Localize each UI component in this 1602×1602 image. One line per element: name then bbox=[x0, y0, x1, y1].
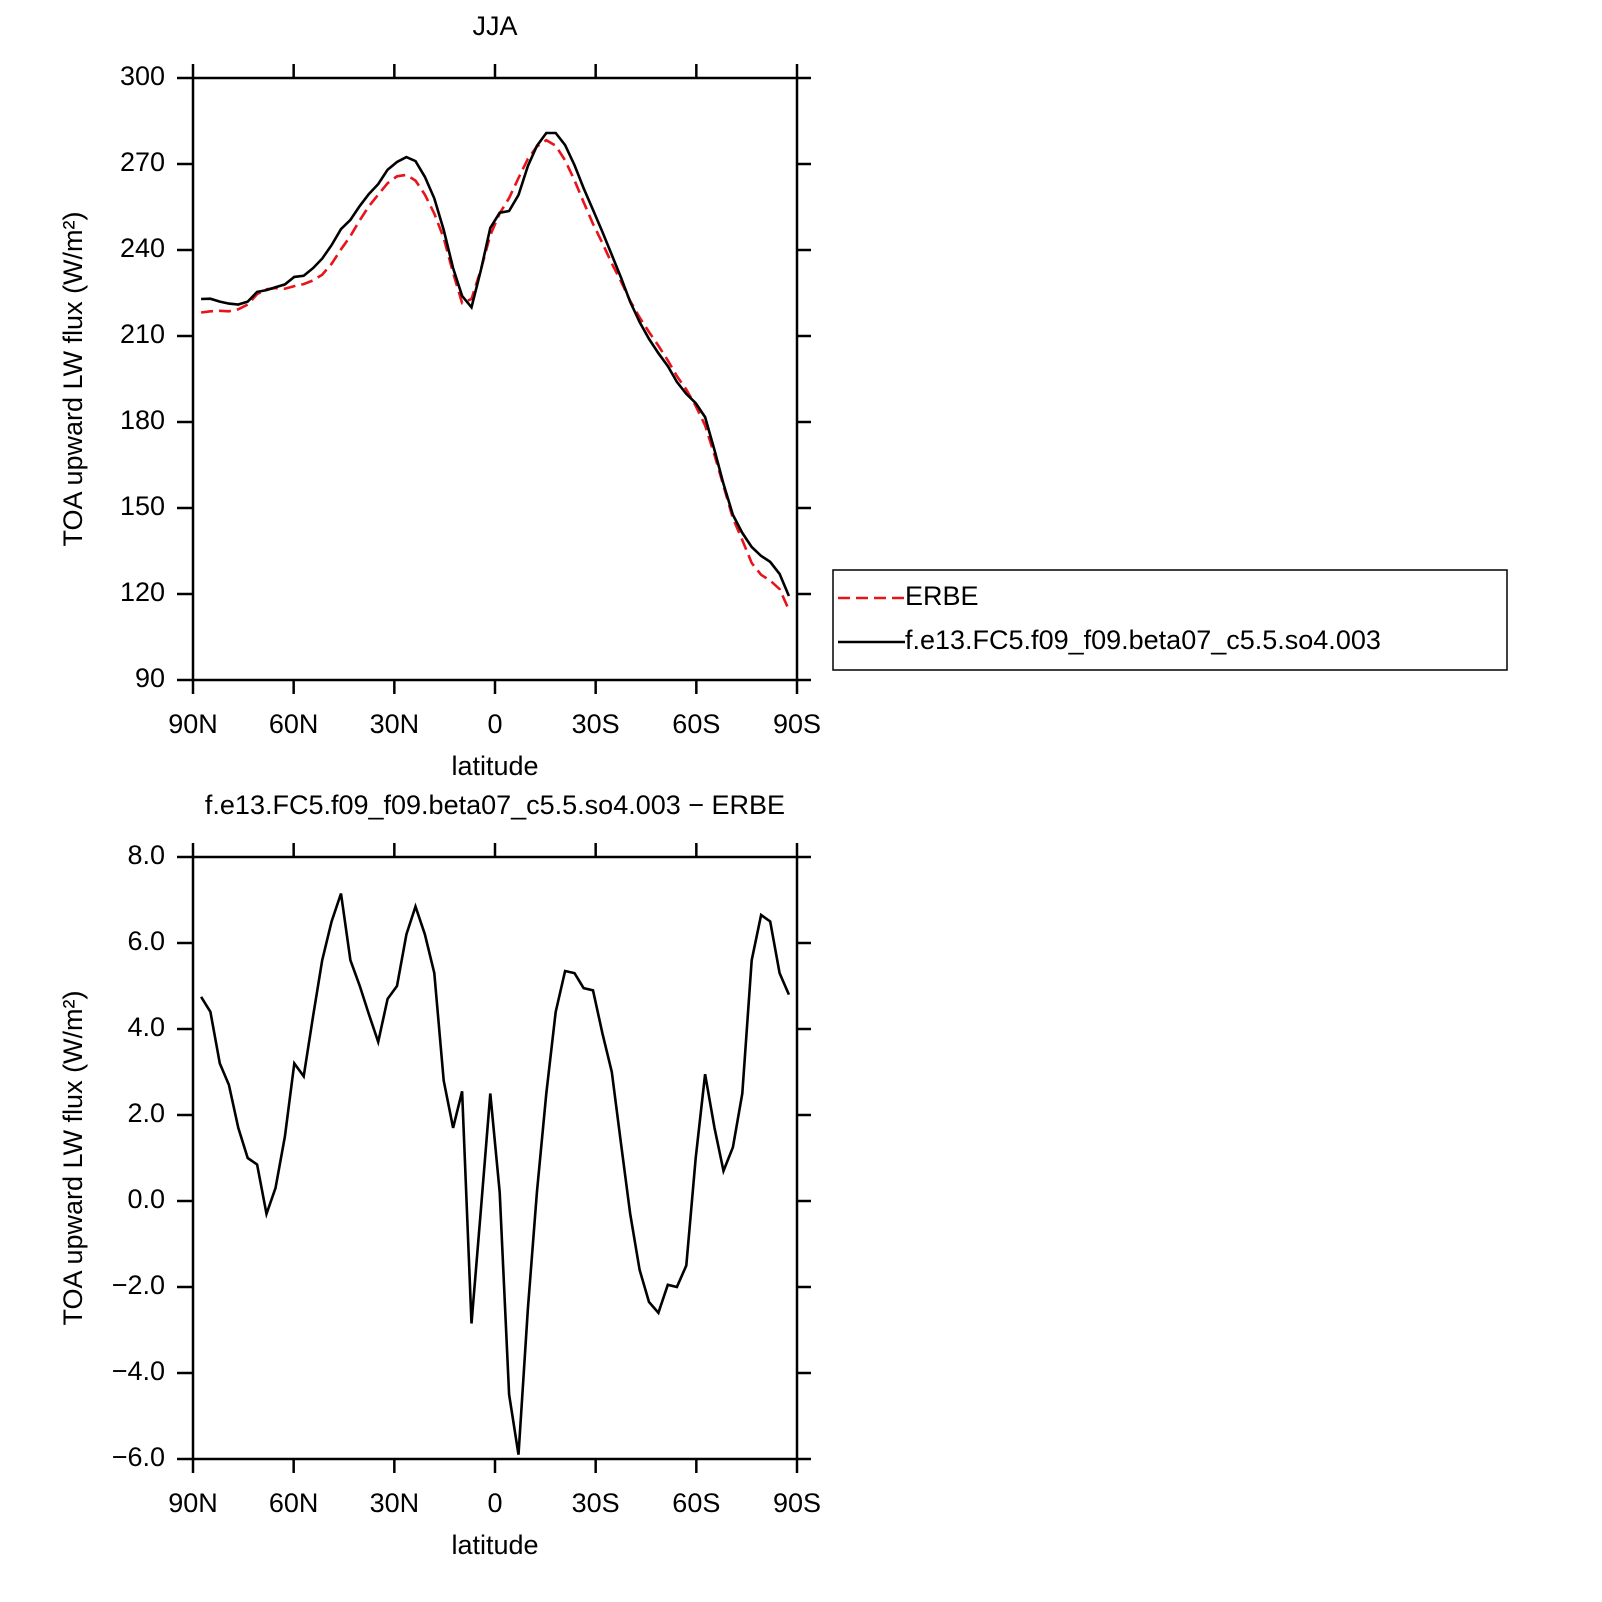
x-axis-label: latitude bbox=[451, 1530, 538, 1560]
y-tick-label: 150 bbox=[120, 491, 165, 521]
y-axis-label: TOA upward LW flux (W/m²) bbox=[58, 990, 88, 1325]
y-tick-label: −4.0 bbox=[112, 1356, 165, 1386]
y-tick-label: 6.0 bbox=[127, 926, 165, 956]
legend-label: f.e13.FC5.f09_f09.beta07_c5.5.so4.003 bbox=[905, 625, 1381, 655]
y-tick-label: 0.0 bbox=[127, 1184, 165, 1214]
y-axis-label: TOA upward LW flux (W/m²) bbox=[58, 211, 88, 546]
y-tick-label: 2.0 bbox=[127, 1098, 165, 1128]
y-tick-label: 120 bbox=[120, 577, 165, 607]
y-tick-label: 8.0 bbox=[127, 840, 165, 870]
data-line bbox=[200, 138, 791, 611]
x-tick-label: 60S bbox=[672, 709, 720, 739]
y-tick-label: −2.0 bbox=[112, 1270, 165, 1300]
chart-title: f.e13.FC5.f09_f09.beta07_c5.5.so4.003 − … bbox=[205, 790, 785, 820]
y-tick-label: 180 bbox=[120, 405, 165, 435]
legend-box bbox=[832, 569, 1508, 671]
x-axis-label: latitude bbox=[451, 751, 538, 781]
y-tick-label: −6.0 bbox=[112, 1442, 165, 1472]
y-tick-label: 210 bbox=[120, 319, 165, 349]
x-tick-label: 30S bbox=[572, 709, 620, 739]
plot-frame bbox=[191, 76, 799, 682]
x-tick-label: 30N bbox=[370, 709, 420, 739]
y-tick-label: 4.0 bbox=[127, 1012, 165, 1042]
data-line bbox=[199, 893, 791, 1455]
y-tick-label: 300 bbox=[120, 61, 165, 91]
y-tick-label: 240 bbox=[120, 233, 165, 263]
legend-label: ERBE bbox=[905, 581, 979, 611]
x-tick-label: 0 bbox=[487, 1488, 502, 1518]
data-line bbox=[201, 131, 791, 597]
y-tick-label: 270 bbox=[120, 147, 165, 177]
x-tick-label: 0 bbox=[487, 709, 502, 739]
x-tick-label: 90N bbox=[168, 1488, 218, 1518]
x-tick-label: 90S bbox=[773, 709, 821, 739]
plot-frame bbox=[191, 855, 799, 1461]
x-tick-label: 60N bbox=[269, 709, 319, 739]
chart-title: JJA bbox=[472, 11, 517, 41]
x-tick-label: 60S bbox=[672, 1488, 720, 1518]
y-tick-label: 90 bbox=[135, 663, 165, 693]
x-tick-label: 30S bbox=[572, 1488, 620, 1518]
x-tick-label: 30N bbox=[370, 1488, 420, 1518]
x-tick-label: 60N bbox=[269, 1488, 319, 1518]
x-tick-label: 90S bbox=[773, 1488, 821, 1518]
x-tick-label: 90N bbox=[168, 709, 218, 739]
